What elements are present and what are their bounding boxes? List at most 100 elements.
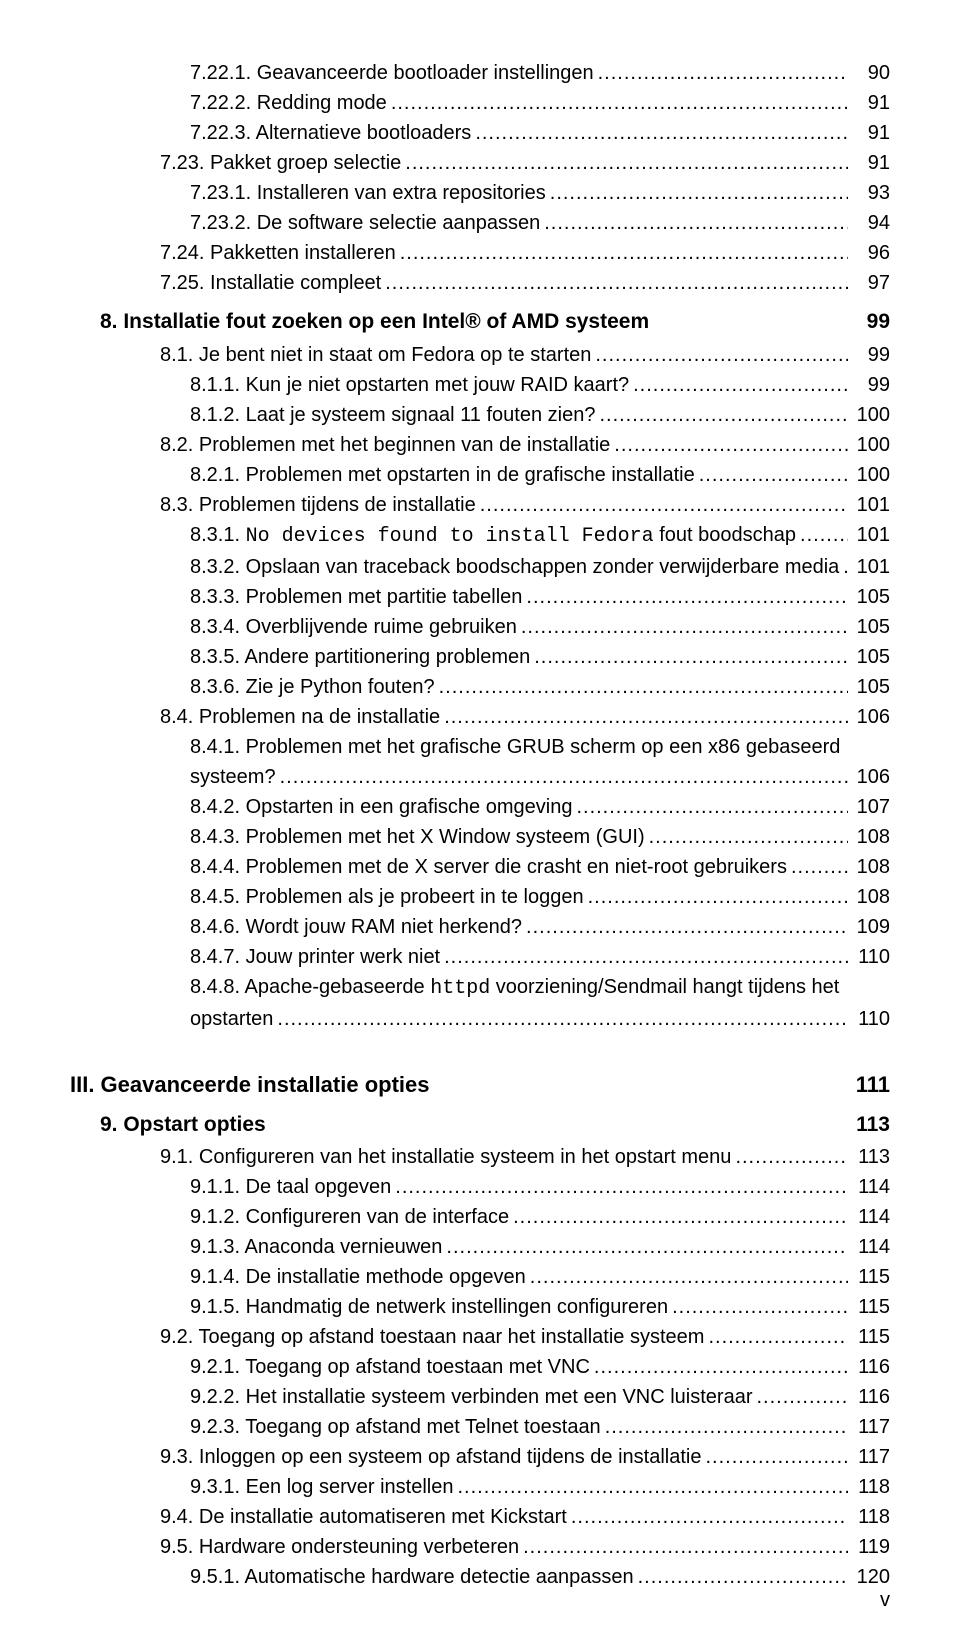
code-literal: httpd [430,977,490,1000]
page-number-roman: v [880,1585,890,1615]
toc-entry-page: 108 [848,852,890,882]
toc-entry[interactable]: 9.2.2. Het installatie systeem verbinden… [70,1382,890,1412]
toc-leader-dots: ........................................… [610,430,848,460]
toc-entry[interactable]: 9.2. Toegang op afstand toestaan naar he… [70,1322,890,1352]
toc-entry[interactable]: 7.22.3. Alternatieve bootloaders .......… [70,118,890,148]
toc-chapter-heading[interactable]: 9. Opstart opties 113 [70,1109,890,1141]
toc-entry[interactable]: 8.2.1. Problemen met opstarten in de gra… [70,460,890,490]
toc-entry[interactable]: 8.3.1. No devices found to install Fedor… [70,520,890,552]
toc-entry[interactable]: 7.23.1. Installeren van extra repositori… [70,178,890,208]
toc-entry-title: 9.1. Configureren van het installatie sy… [160,1142,731,1172]
toc-heading-page: 113 [856,1109,890,1141]
toc-entry-title: 7.25. Installatie compleet [160,268,381,298]
toc-leader-dots: ........................................… [401,148,848,178]
toc-entry-title: 8.4.4. Problemen met de X server die cra… [190,852,787,882]
toc-entry-continuation[interactable]: systeem? ...............................… [70,762,890,792]
toc-entry-page: 110 [848,942,890,972]
toc-entry[interactable]: 8.3. Problemen tijdens de installatie ..… [70,490,890,520]
toc-entry[interactable]: 8.1.2. Laat je systeem signaal 11 fouten… [70,400,890,430]
toc-entry-title: 9.3. Inloggen op een systeem op afstand … [160,1442,701,1472]
toc-leader-dots: ........................................… [435,672,848,702]
toc-entry-page: 105 [848,612,890,642]
toc-entry[interactable]: 9.1.3. Anaconda vernieuwen .............… [70,1232,890,1262]
toc-entry-page: 114 [848,1172,890,1202]
toc-entry[interactable]: 8.4.7. Jouw printer werk niet ..........… [70,942,890,972]
toc-entry[interactable]: 9.1.1. De taal opgeven .................… [70,1172,890,1202]
toc-entry[interactable]: 8.1. Je bent niet in staat om Fedora op … [70,340,890,370]
toc-entry[interactable]: 8.4.1. Problemen met het grafische GRUB … [70,732,890,762]
toc-entry[interactable]: 8.3.4. Overblijvende ruime gebruiken ...… [70,612,890,642]
toc-leader-dots: ........................................… [594,58,848,88]
toc-entry[interactable]: 9.3. Inloggen op een systeem op afstand … [70,1442,890,1472]
toc-entry[interactable]: 8.4.2. Opstarten in een grafische omgevi… [70,792,890,822]
toc-entry[interactable]: 7.25. Installatie compleet .............… [70,268,890,298]
page: 7.22.1. Geavanceerde bootloader instelli… [0,58,960,1643]
toc-entry-continuation[interactable]: opstarten ..............................… [70,1004,890,1034]
toc-entry[interactable]: 8.4. Problemen na de installatie .......… [70,702,890,732]
toc-entry[interactable]: 8.4.3. Problemen met het X Window systee… [70,822,890,852]
toc-entry-page: 115 [848,1292,890,1322]
toc-entry[interactable]: 9.4. De installatie automatiseren met Ki… [70,1502,890,1532]
toc-entry[interactable]: 9.1.5. Handmatig de netwerk instellingen… [70,1292,890,1322]
toc-entry-title: 8.1.2. Laat je systeem signaal 11 fouten… [190,400,595,430]
toc-leader-dots: ........................................… [387,88,848,118]
toc-entry[interactable]: 9.3.1. Een log server instellen ........… [70,1472,890,1502]
toc-entry-title: 9.1.1. De taal opgeven [190,1172,391,1202]
toc-entry-title: 9.2. Toegang op afstand toestaan naar he… [160,1322,704,1352]
toc-entry[interactable]: 8.4.5. Problemen als je probeert in te l… [70,882,890,912]
toc-entry-page: 94 [848,208,890,238]
toc-entry-title: 9.1.3. Anaconda vernieuwen [190,1232,442,1262]
toc-entry-title: 7.22.3. Alternatieve bootloaders [190,118,471,148]
toc-chapter-heading[interactable]: 8. Installatie fout zoeken op een Intel®… [70,306,890,338]
toc-entry-page: 105 [848,672,890,702]
toc-entry[interactable]: 9.1. Configureren van het installatie sy… [70,1142,890,1172]
toc-entry-title: 8.1.1. Kun je niet opstarten met jouw RA… [190,370,629,400]
toc-entry[interactable]: 8.1.1. Kun je niet opstarten met jouw RA… [70,370,890,400]
toc-heading-title: 9. Opstart opties [100,1109,266,1141]
toc-entry[interactable]: 8.3.3. Problemen met partitie tabellen .… [70,582,890,612]
toc-entry-title: 7.22.1. Geavanceerde bootloader instelli… [190,58,594,88]
toc-leader-dots: ........................................… [796,520,848,550]
toc-leader-dots: ........................................… [391,1172,848,1202]
toc-entry[interactable]: 8.3.6. Zie je Python fouten? ...........… [70,672,890,702]
toc-entry-page: 117 [848,1412,890,1442]
toc-entry[interactable]: 8.3.2. Opslaan van traceback boodschappe… [70,552,890,582]
toc-entry[interactable]: 7.23.2. De software selectie aanpassen .… [70,208,890,238]
toc-leader-dots: ........................................… [584,882,848,912]
toc-entry[interactable]: 9.2.1. Toegang op afstand toestaan met V… [70,1352,890,1382]
toc-leader-dots: ........................................… [519,1532,848,1562]
toc-leader-dots: ........................................… [440,702,848,732]
toc-leader-dots: ........................................… [540,208,848,238]
toc-part-heading[interactable]: III. Geavanceerde installatie opties111 [70,1068,890,1101]
toc-entry-page: 106 [848,702,890,732]
toc-entry[interactable]: 9.2.3. Toegang op afstand met Telnet toe… [70,1412,890,1442]
toc-entry-page: 114 [848,1202,890,1232]
toc-entry-page: 99 [848,340,890,370]
toc-entry[interactable]: 7.23. Pakket groep selectie ............… [70,148,890,178]
toc-entry-page: 105 [848,642,890,672]
toc-entry-title: 8.3.2. Opslaan van traceback boodschappe… [190,552,839,582]
toc-entry-title: 8.3.1. No devices found to install Fedor… [190,520,796,552]
toc-entry[interactable]: 7.24. Pakketten installeren ............… [70,238,890,268]
toc-entry-page: 108 [848,882,890,912]
toc-entry[interactable]: 7.22.1. Geavanceerde bootloader instelli… [70,58,890,88]
toc-entry[interactable]: 9.5.1. Automatische hardware detectie aa… [70,1562,890,1592]
toc-entry[interactable]: 8.3.5. Andere partitionering problemen .… [70,642,890,672]
toc-leader-dots: ........................................… [396,238,848,268]
toc-entry-title: 9.1.5. Handmatig de netwerk instellingen… [190,1292,668,1322]
toc-entry[interactable]: 8.2. Problemen met het beginnen van de i… [70,430,890,460]
toc-entry[interactable]: 9.5. Hardware ondersteuning verbeteren .… [70,1532,890,1562]
toc-leader-dots: ........................................… [634,1562,848,1592]
toc-entry[interactable]: 8.4.8. Apache-gebaseerde httpd voorzieni… [70,972,890,1004]
toc-entry[interactable]: 7.22.2. Redding mode ...................… [70,88,890,118]
toc-entry[interactable]: 8.4.4. Problemen met de X server die cra… [70,852,890,882]
toc-entry-title: 7.23.2. De software selectie aanpassen [190,208,540,238]
toc-leader-dots: ........................................… [546,178,848,208]
toc-leader-dots: ........................................… [591,340,848,370]
toc-entry[interactable]: 9.1.4. De installatie methode opgeven ..… [70,1262,890,1292]
toc-entry-title: 8.3.3. Problemen met partitie tabellen [190,582,522,612]
toc-entry[interactable]: 8.4.6. Wordt jouw RAM niet herkend? ....… [70,912,890,942]
toc-leader-dots: ........................................… [440,942,848,972]
toc-entry[interactable]: 9.1.2. Configureren van de interface ...… [70,1202,890,1232]
toc-entry-title: 8.4.3. Problemen met het X Window systee… [190,822,645,852]
